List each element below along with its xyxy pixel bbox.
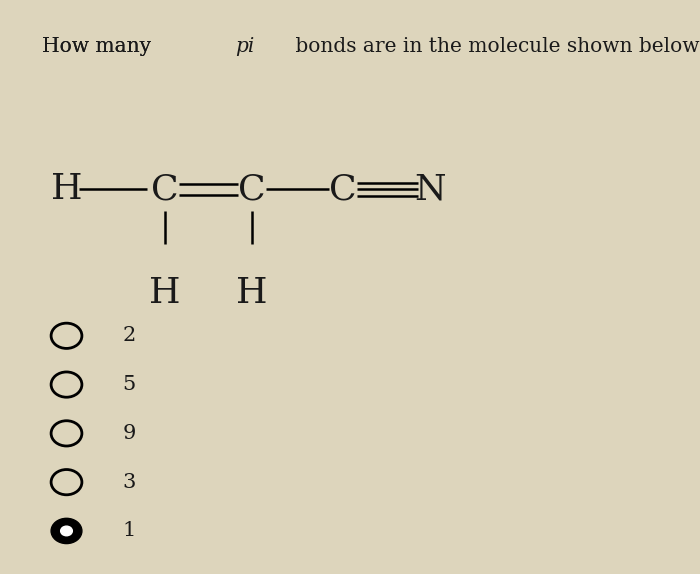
Text: H: H — [237, 276, 267, 310]
Text: 5: 5 — [122, 375, 136, 394]
Text: 9: 9 — [122, 424, 136, 443]
Text: N: N — [414, 172, 447, 207]
Text: H: H — [148, 276, 181, 310]
Text: C: C — [238, 172, 266, 207]
Circle shape — [51, 518, 82, 544]
Text: C: C — [329, 172, 357, 207]
Text: How many: How many — [42, 37, 158, 56]
Circle shape — [61, 526, 72, 536]
Text: H: H — [50, 172, 83, 207]
Text: 1: 1 — [122, 521, 136, 541]
Text: How many: How many — [42, 37, 158, 56]
Text: 3: 3 — [122, 472, 136, 492]
Text: C: C — [150, 172, 178, 207]
Text: bonds are in the molecule shown below?: bonds are in the molecule shown below? — [289, 37, 700, 56]
Text: pi: pi — [235, 37, 255, 56]
Text: 2: 2 — [122, 326, 136, 346]
